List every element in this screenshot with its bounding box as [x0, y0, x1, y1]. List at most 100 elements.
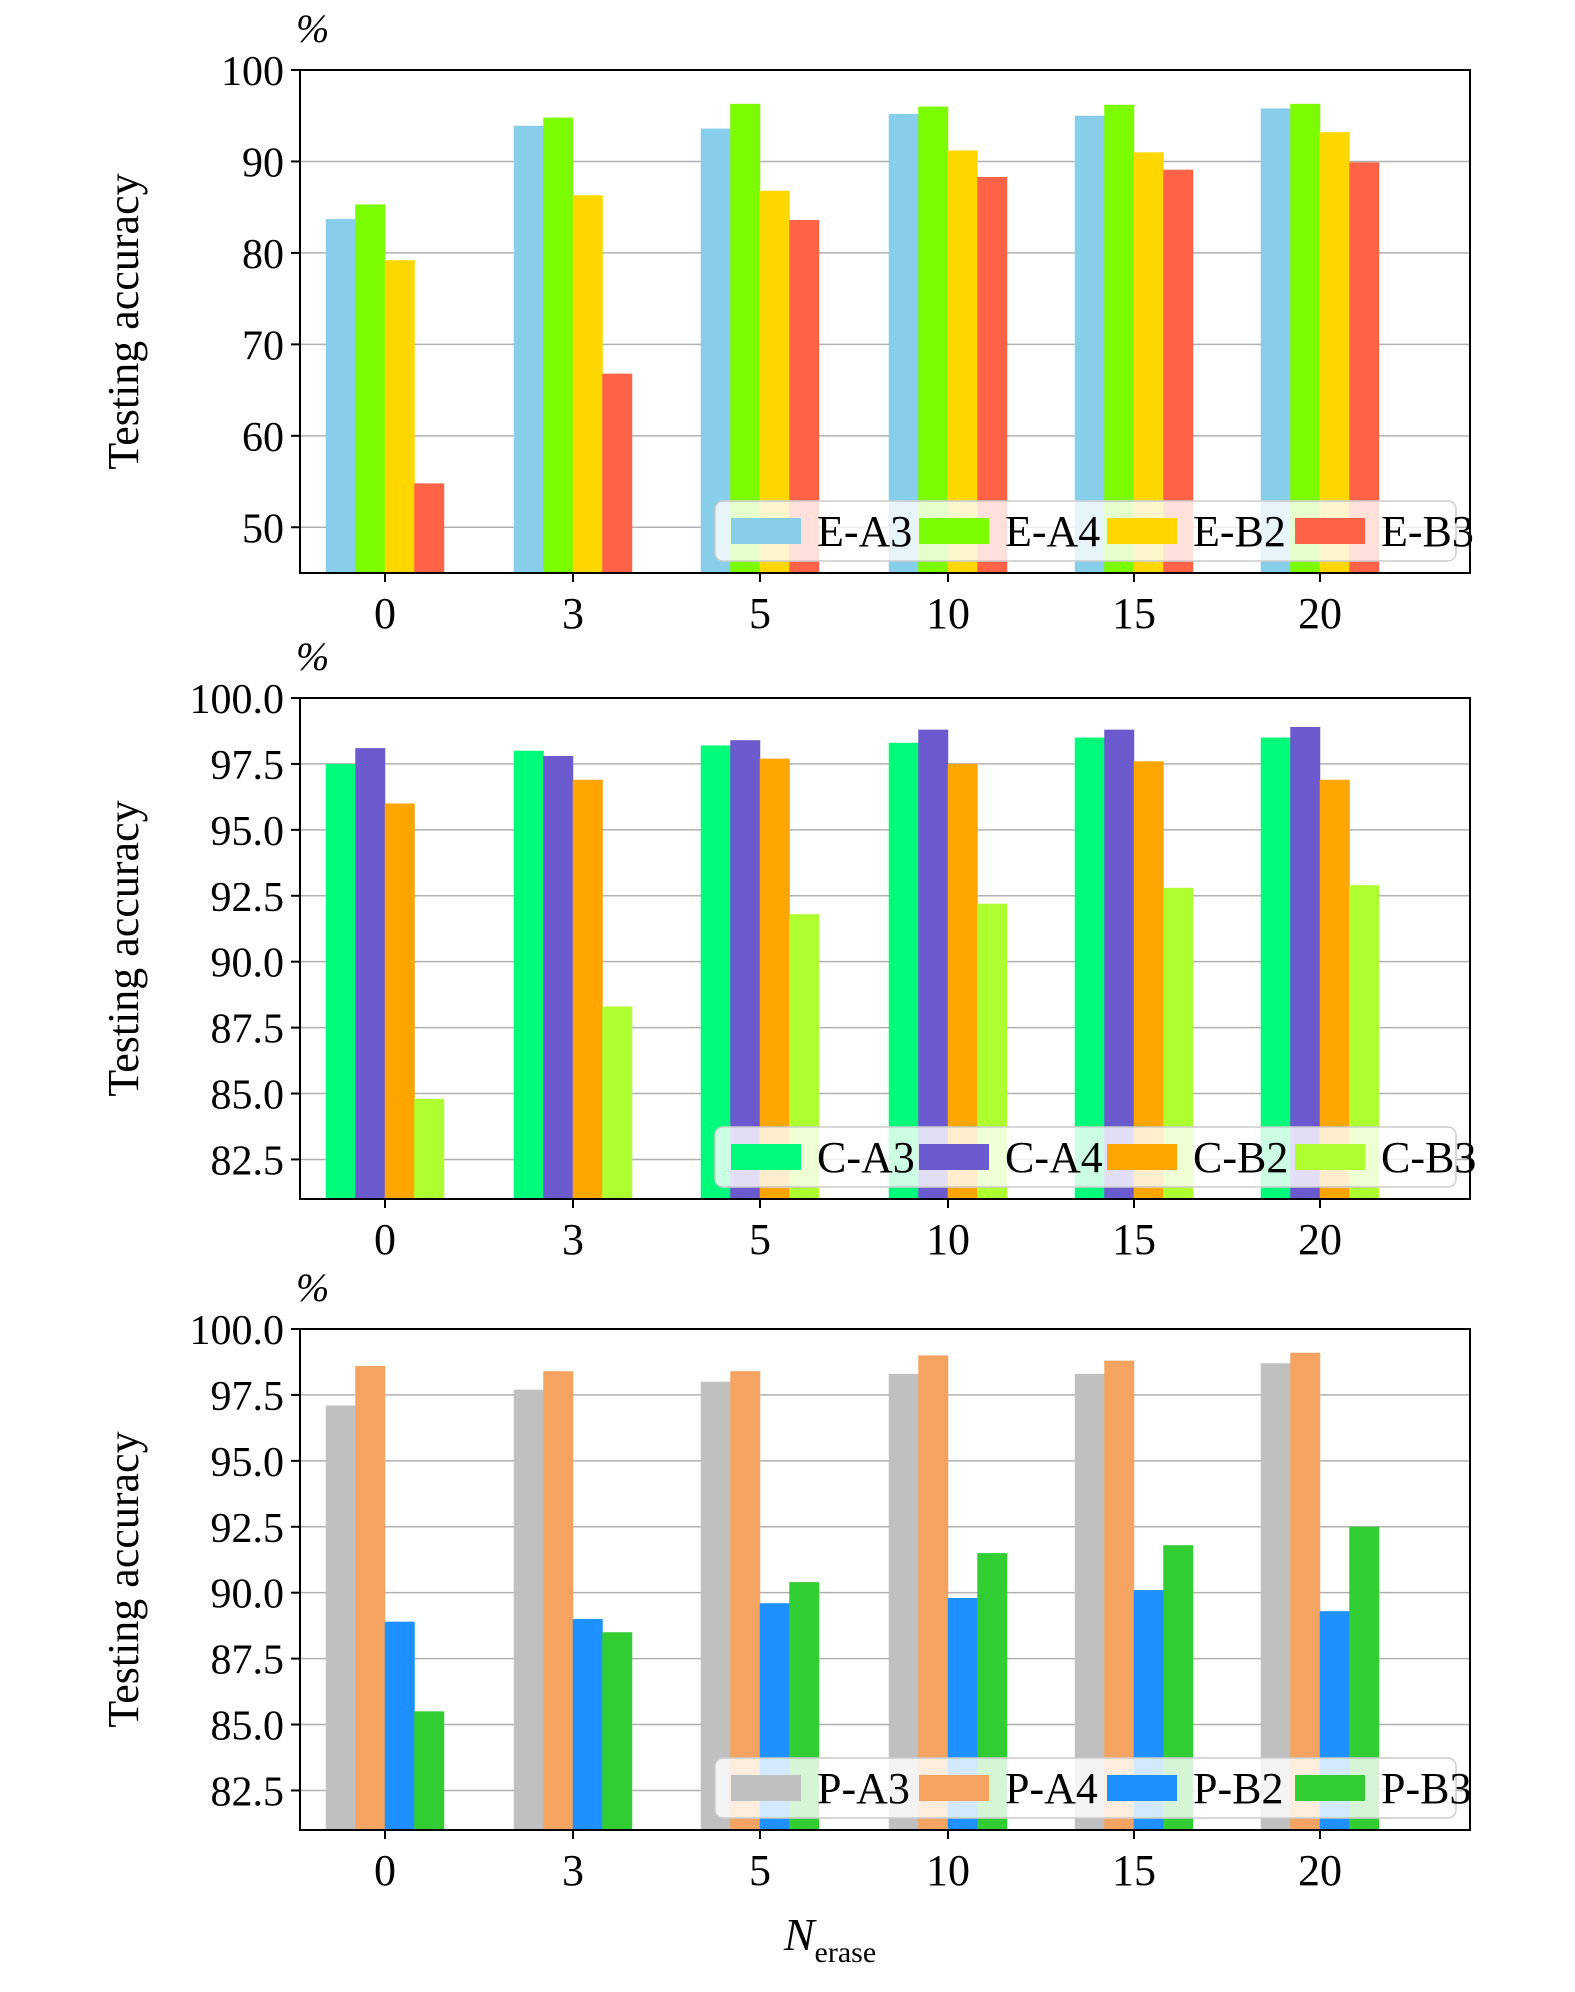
y-tick-label: 97.5: [211, 1374, 285, 1420]
legend: E-A3 E-A4 E-B2 E-B3: [714, 500, 1474, 562]
bar-E-A3-15: [1074, 115, 1105, 574]
legend-label-C-B2: C-B2: [1193, 1133, 1288, 1182]
bar-E-A4-3: [543, 117, 574, 573]
y-tick-label: 80: [242, 232, 284, 278]
x-tick-label: 10: [926, 589, 970, 638]
x-tick-label: 3: [562, 589, 584, 638]
legend: P-A3 P-A4 P-B2 P-B3: [714, 1757, 1471, 1819]
bar-E-A4-5: [730, 103, 761, 573]
bar-E-A3-0: [325, 219, 356, 573]
bar-P-A3-20: [1260, 1363, 1291, 1830]
bar-E-B3-3: [602, 373, 633, 573]
legend-box: [714, 500, 1457, 562]
y-tick-label: 87.5: [211, 1638, 285, 1684]
bar-C-B3-0: [414, 1098, 445, 1199]
legend-swatch-E-B3: [1295, 518, 1365, 544]
bar-C-A3-20: [1260, 737, 1291, 1199]
y-tick-label: 97.5: [211, 743, 285, 789]
bar-P-A4-15: [1104, 1360, 1135, 1830]
chart-panel-3: P-A3 P-A4 P-B2 P-B3 82.5 85.0 87.5 90.0 92.5 95.0…: [99, 1265, 1471, 1895]
y-tick-label: 50: [242, 506, 284, 552]
legend-swatch-C-B2: [1107, 1144, 1177, 1170]
y-tick-label: 85.0: [211, 1704, 285, 1750]
legend-label-P-B3: P-B3: [1381, 1764, 1471, 1813]
bar-C-B3-3: [602, 1006, 633, 1199]
bar-P-A3-15: [1074, 1373, 1105, 1830]
bar-E-B2-0: [384, 260, 415, 573]
bar-P-A3-10: [888, 1373, 919, 1830]
y-axis-label: Testing accuracy: [99, 1431, 148, 1727]
bar-P-A3-5: [700, 1381, 731, 1830]
bar-C-A4-3: [543, 756, 574, 1199]
bar-P-A3-0: [325, 1405, 356, 1830]
bar-P-A4-5: [730, 1371, 761, 1830]
y-tick-label: 90.0: [211, 1572, 285, 1618]
legend-swatch-E-A4: [919, 518, 989, 544]
bar-E-B3-0: [414, 483, 445, 573]
legend-swatch-P-A3: [731, 1775, 801, 1801]
bar-P-B3-0: [414, 1711, 445, 1830]
legend-swatch-C-A3: [731, 1144, 801, 1170]
x-tick-label: 5: [749, 1846, 771, 1895]
bar-C-A3-5: [700, 745, 731, 1199]
legend-swatch-P-B2: [1107, 1775, 1177, 1801]
bar-E-A4-0: [355, 204, 386, 574]
bar-E-A3-5: [700, 128, 731, 573]
bar-P-A4-3: [543, 1371, 574, 1830]
bar-E-A4-10: [918, 106, 949, 573]
y-tick-label: 95.0: [211, 809, 285, 855]
bar-P-B2-3: [572, 1619, 603, 1830]
y-tick-label: 60: [242, 415, 284, 461]
y-tick-label: 82.5: [211, 1769, 285, 1815]
bar-E-B2-20: [1319, 132, 1350, 573]
bar-P-A3-3: [513, 1389, 544, 1830]
bar-C-A4-15: [1104, 729, 1135, 1199]
y-tick-label: 95.0: [211, 1440, 285, 1486]
bar-P-A4-0: [355, 1365, 386, 1830]
y-tick-label: 82.5: [211, 1138, 285, 1184]
y-axis-label: Testing accuracy: [99, 800, 148, 1096]
bar-E-A3-10: [888, 113, 919, 573]
bar-E-A3-3: [513, 125, 544, 574]
legend-label-C-B3: C-B3: [1381, 1133, 1476, 1182]
x-tick-label: 15: [1112, 1215, 1156, 1264]
x-tick-label: 15: [1112, 1846, 1156, 1895]
legend-label-P-B2: P-B2: [1193, 1764, 1283, 1813]
x-tick-label: 15: [1112, 589, 1156, 638]
y-tick-label: 100.0: [190, 677, 285, 723]
x-tick-label: 0: [374, 1215, 396, 1264]
chart-panel-1: E-A3 E-A4 E-B2 E-B3 50 60 70 80 90 100 0 3 5 10 15 20% T…: [99, 6, 1474, 638]
x-tick-label: 0: [374, 589, 396, 638]
y-tick-label: 90.0: [211, 941, 285, 987]
axes-frame: [299, 1328, 1471, 1831]
x-tick-label: 10: [926, 1846, 970, 1895]
y-tick-label: 100.0: [190, 1308, 285, 1354]
unit-label: %: [296, 634, 329, 679]
bar-P-A4-20: [1290, 1352, 1321, 1830]
bar-E-A4-15: [1104, 104, 1135, 574]
bar-E-A4-20: [1290, 103, 1321, 573]
bar-C-A4-20: [1290, 727, 1321, 1199]
x-tick-label: 0: [374, 1846, 396, 1895]
legend-swatch-C-B3: [1295, 1144, 1365, 1170]
axes-frame: [299, 69, 1471, 574]
legend-swatch-C-A4: [919, 1144, 989, 1170]
y-tick-label: 90: [242, 140, 284, 186]
x-tick-label: 3: [562, 1846, 584, 1895]
x-tick-label: 3: [562, 1215, 584, 1264]
legend-swatch-P-B3: [1295, 1775, 1365, 1801]
x-axis-label-main: N: [783, 1909, 817, 1960]
bar-C-B2-3: [572, 779, 603, 1199]
legend-swatch-P-A4: [919, 1775, 989, 1801]
bar-P-B3-3: [602, 1632, 633, 1830]
bar-C-B2-0: [384, 803, 415, 1199]
legend: C-A3 C-A4 C-B2 C-B3: [714, 1126, 1476, 1188]
bar-C-A3-15: [1074, 737, 1105, 1199]
bar-C-B2-15: [1133, 761, 1164, 1199]
y-tick-label: 85.0: [211, 1073, 285, 1119]
bar-P-B2-0: [384, 1621, 415, 1830]
y-tick-label: 87.5: [211, 1007, 285, 1053]
bar-C-A3-10: [888, 742, 919, 1199]
x-tick-label: 10: [926, 1215, 970, 1264]
